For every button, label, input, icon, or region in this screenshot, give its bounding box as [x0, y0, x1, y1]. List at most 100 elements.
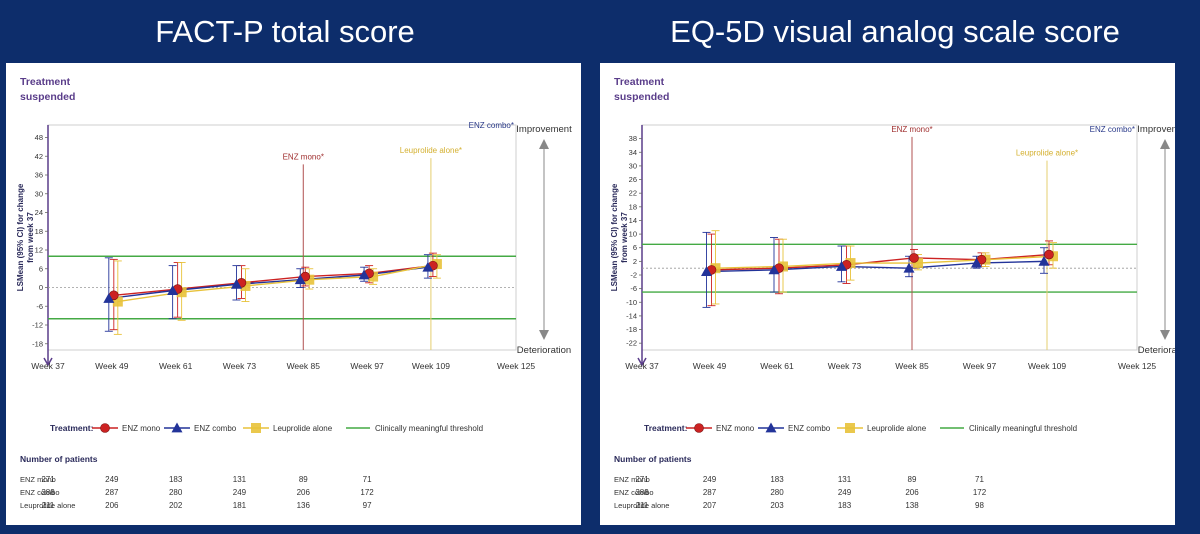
y-tick-label: 22 [629, 189, 637, 198]
data-point-enz-combo [103, 292, 115, 303]
x-tick-label: Week 97 [350, 361, 384, 371]
patients-row-label: Leuprolide alone [20, 501, 75, 510]
y-tick-label: -12 [32, 321, 43, 330]
legend-marker-enz-mono [694, 423, 704, 433]
y-tick-label: -18 [32, 339, 43, 348]
patients-count-cell: 131 [233, 475, 247, 484]
patients-count-cell: 138 [905, 501, 919, 510]
patients-count-cell: 206 [105, 501, 119, 510]
x-tick-label: Week 61 [159, 361, 193, 371]
y-tick-label: 2 [633, 257, 637, 266]
y-tick-label: 26 [629, 175, 637, 184]
data-point-enz-combo [1038, 255, 1050, 266]
patients-count-cell: 71 [363, 475, 372, 484]
patients-count-cell: 89 [908, 475, 917, 484]
y-tick-label: 38 [629, 134, 637, 143]
patients-count-cell: 172 [973, 488, 987, 497]
y-tick-label: -18 [626, 325, 637, 334]
x-tick-label: Week 125 [497, 361, 535, 371]
data-point-leuprolide-alone [176, 287, 187, 298]
x-tick-label: Week 73 [828, 361, 862, 371]
legend-marker-leuprolide-alone [251, 423, 261, 433]
y-tick-label: -22 [626, 339, 637, 348]
patients-count-cell: 249 [105, 475, 119, 484]
patients-count-cell: 287 [105, 488, 119, 497]
legend-marker-leuprolide-alone [845, 423, 855, 433]
suspension-label-enz-combo: ENZ combo* [469, 121, 514, 130]
data-point-enz-combo [294, 274, 306, 285]
deterioration-arrow-head [1160, 330, 1170, 340]
legend-marker-enz-mono [100, 423, 110, 433]
panel-title-fact-p: FACT-P total score [155, 14, 415, 49]
patients-count-cell: 202 [169, 501, 183, 510]
data-point-enz-combo [701, 266, 712, 276]
data-point-enz-combo [167, 285, 179, 296]
patients-count-cell: 287 [703, 488, 717, 497]
y-tick-label: 30 [35, 189, 43, 198]
y-tick-label: 36 [35, 171, 43, 180]
y-axis-title: LSMean (95% CI) for change [16, 183, 25, 291]
legend-label-leuprolide-alone: Leuprolide alone [867, 424, 927, 433]
series-line-leuprolide-alone [117, 263, 438, 303]
x-tick-label: Week 37 [625, 361, 659, 371]
panel-title-eq5d: EQ-5D visual analog scale score [670, 14, 1120, 49]
y-axis-arrow [637, 357, 647, 367]
data-point-enz-combo [422, 261, 434, 272]
y-tick-label: 48 [35, 133, 43, 142]
suspension-label-enz-mono: ENZ mono* [891, 125, 932, 134]
y-tick-label: 0 [39, 283, 43, 292]
series-line-enz-mono [113, 264, 433, 297]
y-tick-label: -6 [36, 302, 43, 311]
y-tick-label: 12 [35, 246, 43, 255]
patients-count-cell: 288 [635, 488, 649, 497]
y-tick-label: -2 [630, 271, 637, 280]
legend-label-threshold: Clinically meaningful threshold [375, 424, 483, 433]
patients-count-cell: 89 [299, 475, 308, 484]
patients-count-cell: 249 [838, 488, 852, 497]
patients-count-cell: 98 [975, 501, 984, 510]
patients-table-title: Number of patients [614, 454, 692, 464]
legend-label-enz-mono: ENZ mono [122, 424, 161, 433]
y-tick-label: 30 [629, 161, 637, 170]
patients-row-label: Leuprolide alone [614, 501, 669, 510]
y-axis-title: LSMean (95% CI) for change [610, 183, 619, 291]
x-tick-label: Week 73 [223, 361, 257, 371]
x-tick-label: Week 49 [95, 361, 129, 371]
y-tick-label: -6 [630, 284, 637, 293]
legend-title: Treatment: [50, 423, 94, 433]
improvement-arrow-head [539, 139, 549, 149]
treatment-suspended-label: Treatment [20, 76, 71, 88]
y-tick-label: 42 [35, 152, 43, 161]
improvement-label: Improvement [516, 124, 572, 135]
patients-count-cell: 97 [363, 501, 372, 510]
data-point-enz-combo [768, 264, 780, 275]
data-point-enz-combo [971, 257, 982, 268]
y-tick-label: 10 [629, 230, 637, 239]
patients-count-cell: 183 [838, 501, 852, 510]
legend-label-enz-combo: ENZ combo [194, 424, 237, 433]
patients-table-title: Number of patients [20, 454, 98, 464]
y-tick-label: -14 [626, 311, 637, 320]
patients-count-cell: 183 [169, 475, 183, 484]
patients-count-cell: 181 [233, 501, 247, 510]
deterioration-label: Deterioration [1138, 345, 1175, 356]
data-point-enz-mono [909, 253, 919, 263]
data-point-enz-combo [903, 262, 915, 273]
legend-label-leuprolide-alone: Leuprolide alone [273, 424, 333, 433]
patients-count-cell: 211 [42, 501, 55, 510]
treatment-suspended-label: Treatment [614, 76, 665, 88]
x-tick-label: Week 85 [287, 361, 321, 371]
patients-count-cell: 131 [838, 475, 852, 484]
patients-row-label: ENZ combo [20, 488, 60, 497]
legend-label-enz-combo: ENZ combo [788, 424, 831, 433]
treatment-suspended-label: suspended [614, 91, 669, 103]
patients-count-cell: 206 [905, 488, 919, 497]
x-tick-label: Week 61 [760, 361, 794, 371]
legend-marker-enz-combo [171, 422, 183, 433]
chart-fact-p: Treatment suspended -18 -12 -6 0 6 12 18 24 30 36 42… [16, 76, 572, 510]
patients-count-cell: 207 [703, 501, 717, 510]
suspension-label-enz-combo: ENZ combo* [1090, 125, 1135, 134]
y-tick-label: 18 [35, 227, 43, 236]
legend-title: Treatment: [644, 423, 688, 433]
patients-row-label: ENZ combo [614, 488, 654, 497]
